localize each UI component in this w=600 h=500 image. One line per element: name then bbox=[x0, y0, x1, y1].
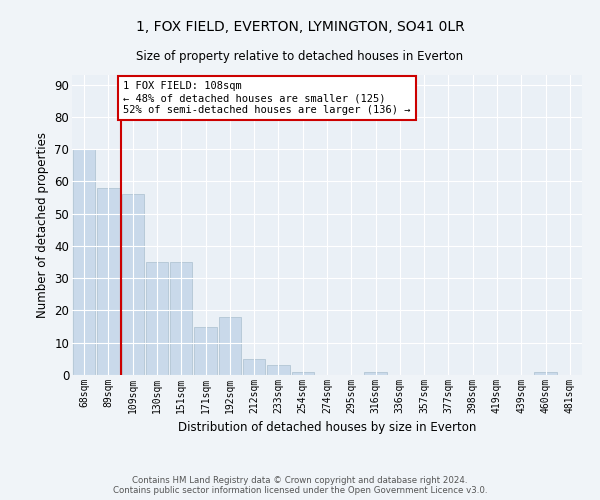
X-axis label: Distribution of detached houses by size in Everton: Distribution of detached houses by size … bbox=[178, 422, 476, 434]
Bar bbox=[218, 317, 241, 375]
Y-axis label: Number of detached properties: Number of detached properties bbox=[36, 132, 49, 318]
Bar bbox=[292, 372, 314, 375]
Bar bbox=[243, 359, 265, 375]
Bar bbox=[122, 194, 144, 375]
Bar bbox=[194, 326, 217, 375]
Text: Contains HM Land Registry data © Crown copyright and database right 2024.
Contai: Contains HM Land Registry data © Crown c… bbox=[113, 476, 487, 495]
Text: Size of property relative to detached houses in Everton: Size of property relative to detached ho… bbox=[136, 50, 464, 63]
Bar bbox=[73, 149, 95, 375]
Bar bbox=[146, 262, 168, 375]
Text: 1 FOX FIELD: 108sqm
← 48% of detached houses are smaller (125)
52% of semi-detac: 1 FOX FIELD: 108sqm ← 48% of detached ho… bbox=[123, 82, 410, 114]
Bar bbox=[97, 188, 119, 375]
Bar bbox=[535, 372, 557, 375]
Bar bbox=[170, 262, 193, 375]
Text: 1, FOX FIELD, EVERTON, LYMINGTON, SO41 0LR: 1, FOX FIELD, EVERTON, LYMINGTON, SO41 0… bbox=[136, 20, 464, 34]
Bar bbox=[267, 366, 290, 375]
Bar bbox=[364, 372, 387, 375]
